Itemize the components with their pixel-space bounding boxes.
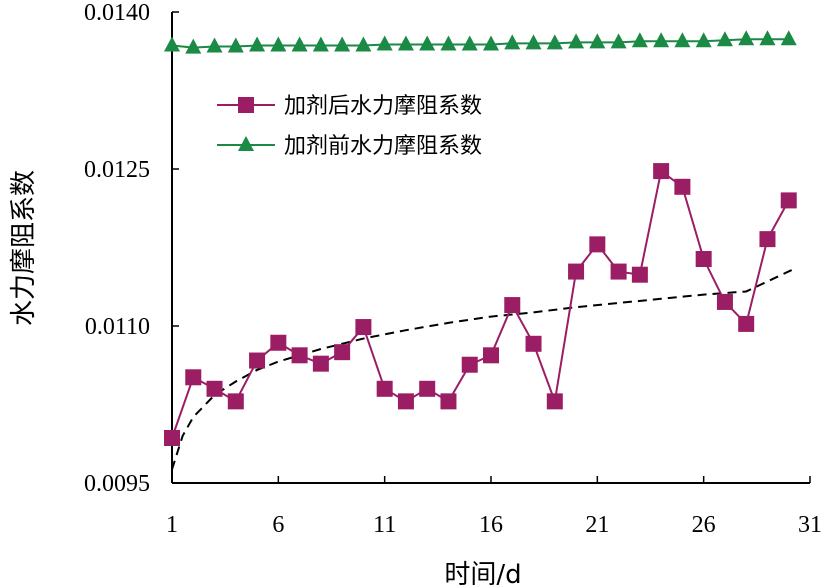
trend-line [171, 267, 796, 470]
triangle-marker [164, 36, 180, 52]
triangle-marker [483, 35, 499, 51]
square-marker [780, 192, 797, 209]
triangle-marker [249, 36, 266, 52]
axes [171, 11, 811, 484]
triangle-marker [461, 35, 478, 51]
x-tick-label: 11 [373, 512, 396, 538]
triangle-marker [291, 36, 308, 52]
square-marker [738, 315, 755, 332]
square-marker [249, 352, 266, 369]
triangle-marker [674, 32, 691, 48]
triangle-marker [185, 38, 202, 54]
triangle-marker [419, 35, 436, 51]
square-marker [397, 393, 414, 410]
x-tick-label: 26 [692, 512, 716, 538]
square-marker [483, 347, 499, 364]
series-before-additive [164, 30, 797, 54]
triangle-marker [525, 34, 542, 50]
square-marker [695, 251, 712, 268]
square-marker [164, 429, 180, 446]
triangle-marker [355, 36, 372, 52]
legend-square-marker [238, 97, 254, 113]
triangle-marker [376, 35, 393, 51]
square-marker [227, 393, 244, 410]
square-marker [546, 393, 563, 410]
triangle-marker [568, 33, 585, 49]
triangle-marker [227, 37, 244, 53]
triangle-marker [440, 35, 457, 51]
square-marker [185, 369, 202, 386]
y-tick-label: 0.0110 [85, 314, 150, 340]
triangle-marker [716, 31, 733, 47]
triangle-marker [206, 37, 223, 53]
x-tick-label: 1 [166, 512, 178, 538]
triangle-marker [270, 36, 287, 52]
triangle-marker [546, 34, 563, 50]
square-marker [355, 319, 372, 336]
square-marker [504, 297, 521, 314]
legend-label-before: 加剂前水力摩阻系数 [284, 134, 482, 159]
square-marker [291, 347, 308, 364]
triangle-marker [780, 30, 797, 46]
square-marker [653, 163, 670, 180]
triangle-marker [397, 35, 414, 51]
square-marker [312, 355, 329, 372]
triangle-marker [759, 30, 776, 46]
triangle-marker [312, 36, 329, 52]
trend-line-path [171, 267, 796, 470]
series-after-line [171, 169, 790, 439]
square-marker [270, 334, 287, 351]
square-marker [716, 293, 733, 310]
triangle-marker [738, 30, 755, 46]
triangle-marker [610, 33, 627, 49]
square-marker [759, 231, 776, 248]
square-marker [589, 236, 606, 253]
triangle-marker [653, 32, 670, 48]
y-tick-label: 0.0140 [84, 0, 150, 26]
square-marker [610, 263, 627, 280]
triangle-marker [589, 33, 606, 49]
square-marker [568, 263, 585, 280]
x-tick-label: 6 [272, 512, 284, 538]
square-marker [440, 393, 457, 410]
square-marker [206, 380, 223, 397]
square-marker [376, 380, 393, 397]
x-axis-title: 时间/d [444, 560, 521, 585]
y-axis-title: 水力摩阻系数 [9, 170, 39, 326]
y-tick-label: 0.0095 [84, 471, 150, 497]
triangle-marker [631, 32, 648, 48]
triangle-marker [695, 32, 712, 48]
series-after-additive [164, 163, 797, 446]
square-marker [631, 266, 648, 283]
legend-triangle-marker [238, 136, 254, 151]
triangle-marker [504, 34, 521, 50]
square-marker [525, 335, 542, 352]
legend-label-after: 加剂后水力摩阻系数 [284, 94, 482, 119]
x-tick-label: 31 [798, 512, 822, 538]
x-tick-label: 16 [479, 512, 503, 538]
square-marker [461, 356, 478, 373]
x-tick-label: 21 [585, 512, 609, 538]
y-tick-label: 0.0125 [84, 157, 150, 183]
triangle-marker [334, 36, 351, 52]
square-marker [419, 380, 436, 397]
square-marker [334, 344, 351, 361]
square-marker [674, 178, 691, 195]
